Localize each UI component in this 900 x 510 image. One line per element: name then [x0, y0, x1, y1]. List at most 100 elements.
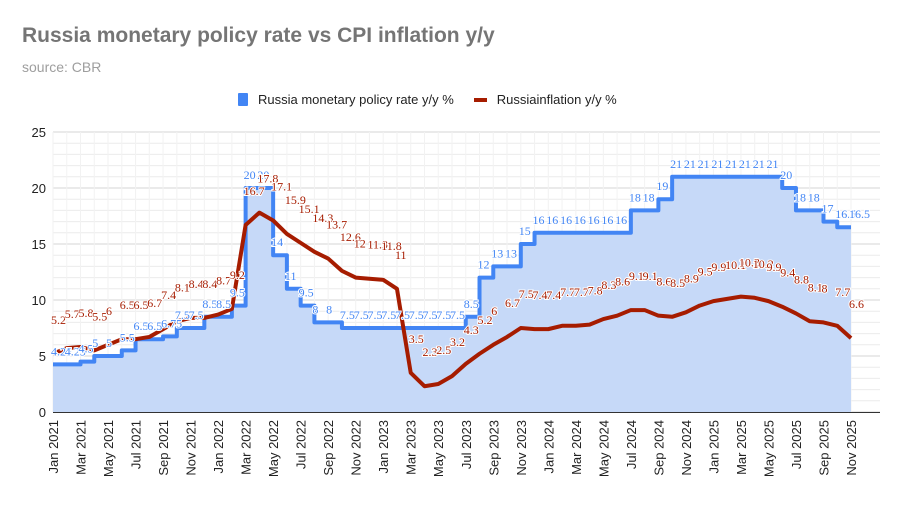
x-tick-label: Nov 2021: [184, 420, 199, 476]
x-tick-label: May 2025: [761, 420, 776, 477]
x-tick-label: Mar 2024: [569, 420, 584, 475]
rate-data-label: 7.5: [436, 308, 451, 322]
inflation-data-label: 7.5: [519, 287, 534, 301]
rate-data-label: 21: [684, 157, 696, 171]
rate-data-label: 21: [670, 157, 682, 171]
rate-data-label: 7.5: [175, 308, 190, 322]
chart-title: Russia monetary policy rate vs CPI infla…: [22, 24, 495, 47]
inflation-data-label: 9.4: [780, 266, 795, 280]
y-tick-label: 25: [32, 125, 46, 140]
rate-data-label: 16: [588, 213, 600, 227]
inflation-data-label: 13.7: [326, 218, 347, 232]
inflation-data-label: 8.5: [670, 276, 685, 290]
inflation-data-label: 8: [821, 281, 827, 295]
rate-data-label: 16.5: [849, 207, 870, 221]
rate-data-label: 5: [92, 336, 98, 350]
rate-data-label: 15: [519, 224, 531, 238]
rate-data-label: 16: [615, 213, 627, 227]
x-tick-label: Jul 2025: [789, 420, 804, 469]
rate-data-label: 13: [491, 246, 503, 260]
rate-data-label: 17: [821, 202, 833, 216]
rate-data-label: 21: [766, 157, 778, 171]
x-tick-label: Jul 2024: [624, 420, 639, 469]
inflation-data-label: 7.4: [161, 288, 176, 302]
inflation-data-label: 8.6: [656, 275, 671, 289]
inflation-data-label: 9.1: [629, 269, 644, 283]
inflation-data-label: 9.1: [643, 269, 658, 283]
rate-data-label: 6.75: [161, 316, 182, 330]
rate-data-label: 7.5: [422, 308, 437, 322]
inflation-data-label: 6.7: [147, 296, 162, 310]
inflation-data-label: 7.7: [835, 285, 850, 299]
inflation-data-label: 5.7: [65, 307, 80, 321]
inflation-data-label: 7.7: [574, 285, 589, 299]
y-axis-ticks: 0 5 10 15 20 25: [32, 125, 46, 420]
inflation-data-label: 7.8: [588, 284, 603, 298]
x-tick-label: Nov 2022: [349, 420, 364, 476]
inflation-data-label: 8.8: [794, 272, 809, 286]
inflation-data-label: 9.9: [711, 260, 726, 274]
inflation-data-label: 5.2: [51, 313, 66, 327]
rate-data-label: 5.5: [120, 330, 135, 344]
inflation-data-label: 9.5: [698, 265, 713, 279]
rate-data-label: 7.5: [367, 308, 382, 322]
inflation-data-label: 7.7: [560, 285, 575, 299]
inflation-data-label: 5.5: [92, 309, 107, 323]
inflation-data-label: 5.2: [478, 313, 493, 327]
rate-data-label: 13: [505, 246, 517, 260]
rate-data-label: 21: [725, 157, 737, 171]
series-lines: [52, 174, 853, 389]
inflation-data-label: 3.5: [409, 332, 424, 346]
x-tick-label: Mar 2023: [404, 420, 419, 475]
inflation-data-label: 6.6: [849, 297, 864, 311]
rate-data-label: 8.5: [216, 297, 231, 311]
inflation-data-label: 7.4: [546, 288, 561, 302]
rate-data-label: 18: [643, 190, 655, 204]
inflation-data-label: 12.6: [340, 230, 361, 244]
rate-data-label: 16: [601, 213, 613, 227]
rate-data-label: 19: [656, 179, 668, 193]
inflation-data-label: 15.1: [299, 202, 320, 216]
rate-data-label: 4.25: [51, 344, 72, 358]
rate-data-label: 16.5: [835, 207, 856, 221]
y-tick-label: 10: [32, 293, 46, 308]
rate-data-label: 14: [271, 235, 283, 249]
inflation-data-label: 4.3: [464, 323, 479, 337]
rate-data-label: 21: [753, 157, 765, 171]
inflation-data-label: 8.1: [808, 280, 823, 294]
data-labels: 4.254.254.55 5 5.56.56.56.757.57.58.58.59.…: [50, 156, 871, 360]
rate-data-label: 5: [106, 336, 112, 350]
rate-line: [53, 174, 851, 367]
legend-swatch-rate: [238, 93, 248, 106]
inflation-data-label: 17.8: [257, 172, 278, 186]
legend-item-rate[interactable]: Russia monetary policy rate y/y %: [238, 92, 454, 107]
rate-data-label: 12: [478, 258, 490, 272]
legend-label-inflation: Russiainflation y/y %: [496, 92, 617, 107]
x-axis-ticks: Jan 2021 Mar 2021 May 2021 Jul 2021 Sep 2021…: [46, 420, 859, 477]
rate-data-label: 18: [629, 190, 641, 204]
x-tick-label: Jul 2021: [129, 420, 144, 469]
x-tick-label: Sep 2023: [486, 420, 501, 476]
x-tick-label: Nov 2025: [844, 420, 859, 476]
rate-data-label: 7.5: [395, 308, 410, 322]
y-tick-label: 5: [39, 349, 46, 364]
x-tick-label: Sep 2021: [156, 420, 171, 476]
rate-data-label: 4.25: [65, 344, 86, 358]
x-tick-label: Nov 2024: [679, 420, 694, 476]
rate-data-label: 18: [794, 190, 806, 204]
inflation-data-label: 12: [354, 237, 366, 251]
inflation-data-label: 6.5: [120, 298, 135, 312]
inflation-data-label: 10.3: [739, 256, 760, 270]
legend-item-inflation[interactable]: Russiainflation y/y %: [473, 92, 617, 107]
rate-data-label: 20: [244, 168, 256, 182]
rate-data-label: 8: [326, 302, 332, 316]
rate-data-label: 16: [533, 213, 545, 227]
x-tick-label: May 2024: [596, 420, 611, 477]
rate-data-label: 8.5: [202, 297, 217, 311]
rate-data-label: 6.5: [147, 319, 162, 333]
x-tick-label: Sep 2025: [816, 420, 831, 476]
rate-data-label: 6.5: [134, 319, 149, 333]
rate-data-label: 4.5: [79, 342, 94, 356]
x-tick-label: Jan 2021: [46, 420, 61, 474]
rate-data-label: 20: [257, 168, 269, 182]
